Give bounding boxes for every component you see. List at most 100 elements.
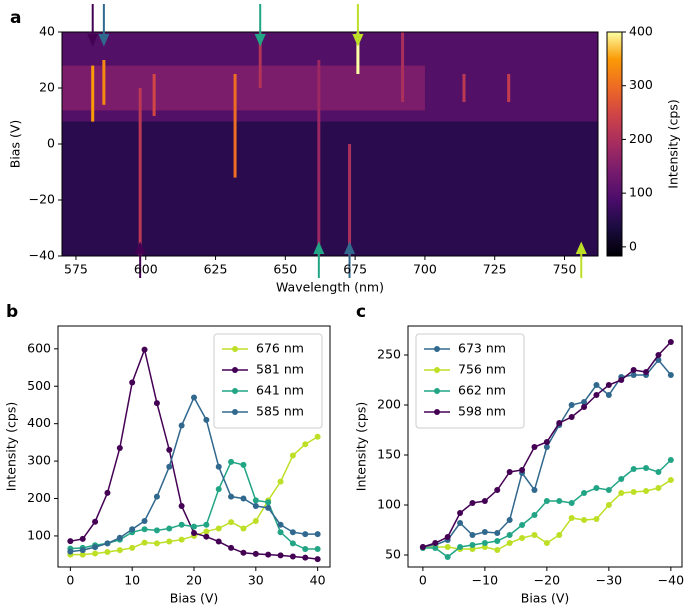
data-point — [178, 536, 185, 543]
data-point — [457, 544, 464, 550]
colorbar-tick-label: 400 — [629, 24, 653, 39]
data-point — [141, 539, 148, 546]
arrow — [313, 241, 325, 278]
data-point — [166, 446, 173, 453]
data-point — [667, 339, 674, 345]
data-point — [92, 550, 99, 557]
legend-box — [415, 333, 525, 429]
data-point — [166, 463, 173, 470]
y-tick-label: 150 — [377, 447, 401, 462]
data-point — [494, 538, 501, 544]
data-point — [556, 420, 563, 426]
data-point — [605, 382, 612, 388]
data-point — [630, 372, 637, 378]
data-point — [240, 461, 247, 468]
arrow — [98, 4, 110, 47]
colorbar-label: Intensity (cps) — [666, 99, 681, 188]
colorbar-tick-label: 200 — [629, 131, 653, 146]
data-point — [178, 503, 185, 510]
data-point — [240, 525, 247, 532]
data-point — [444, 534, 451, 540]
legend-marker — [232, 346, 238, 352]
data-point — [531, 444, 538, 450]
y-tick-label: −40 — [29, 248, 55, 263]
data-point — [469, 500, 476, 506]
data-point — [519, 522, 526, 528]
data-point — [655, 485, 662, 491]
data-point — [593, 516, 600, 522]
y-tick-label: 100 — [27, 527, 51, 542]
colorbar-tick-label: 0 — [629, 238, 637, 253]
legend-marker — [434, 388, 440, 394]
data-point — [593, 485, 600, 491]
data-point — [203, 416, 210, 423]
data-point — [178, 521, 185, 528]
data-point — [556, 532, 563, 538]
legend-label: 585 nm — [256, 404, 304, 419]
data-point — [116, 534, 123, 541]
legend-label: 641 nm — [256, 383, 304, 398]
data-point — [203, 533, 210, 540]
data-point — [104, 489, 111, 496]
colorbar — [606, 31, 623, 257]
data-point — [457, 520, 464, 526]
data-point — [203, 528, 210, 535]
heatmap-streak — [233, 74, 237, 178]
heatmap-streak — [401, 32, 405, 102]
data-point — [314, 556, 321, 563]
data-point — [228, 519, 235, 526]
legend-label: 662 nm — [458, 383, 506, 398]
legend-marker — [232, 388, 238, 394]
heatmap-region — [62, 65, 425, 111]
data-point — [302, 546, 309, 553]
x-tick-label: 575 — [64, 262, 88, 277]
data-point — [153, 540, 160, 547]
legend-marker — [434, 346, 440, 352]
data-point — [129, 379, 136, 386]
x-tick-label: 725 — [483, 262, 507, 277]
data-point — [444, 544, 451, 550]
heatmap-streak — [462, 74, 466, 102]
heatmap-streak — [356, 32, 360, 74]
arrow — [352, 4, 364, 47]
arrow — [87, 4, 99, 47]
data-point — [289, 540, 296, 547]
panel-label: b — [6, 302, 18, 322]
data-point — [605, 502, 612, 508]
data-point — [543, 498, 550, 504]
data-point — [67, 548, 74, 555]
data-point — [643, 369, 650, 375]
data-point — [252, 550, 259, 557]
data-point — [252, 517, 259, 524]
x-tick-label: 650 — [273, 262, 297, 277]
data-point — [618, 476, 625, 482]
data-point — [92, 544, 99, 551]
data-point — [432, 545, 439, 551]
y-tick-label: 250 — [377, 347, 401, 362]
data-point — [277, 521, 284, 528]
legend-marker — [232, 367, 238, 373]
data-point — [643, 488, 650, 494]
data-point — [469, 542, 476, 548]
data-point — [605, 487, 612, 493]
data-point — [129, 526, 136, 533]
data-point — [314, 531, 321, 538]
y-tick-label: 40 — [39, 24, 55, 39]
data-point — [531, 512, 538, 518]
data-point — [240, 549, 247, 556]
data-point — [166, 525, 173, 532]
data-point — [667, 477, 674, 483]
y-axis-label: Bias (V) — [8, 120, 23, 169]
x-tick-label: 675 — [343, 262, 367, 277]
data-point — [655, 357, 662, 363]
heatmap-streak — [348, 144, 352, 256]
data-point — [265, 551, 272, 558]
data-point — [178, 422, 185, 429]
x-tick-label: 0 — [66, 573, 74, 588]
data-point — [252, 503, 259, 510]
data-point — [581, 490, 588, 496]
data-point — [92, 518, 99, 525]
y-tick-label: 600 — [27, 340, 51, 355]
heatmap-streak — [138, 88, 142, 256]
x-tick-label: 625 — [204, 262, 228, 277]
